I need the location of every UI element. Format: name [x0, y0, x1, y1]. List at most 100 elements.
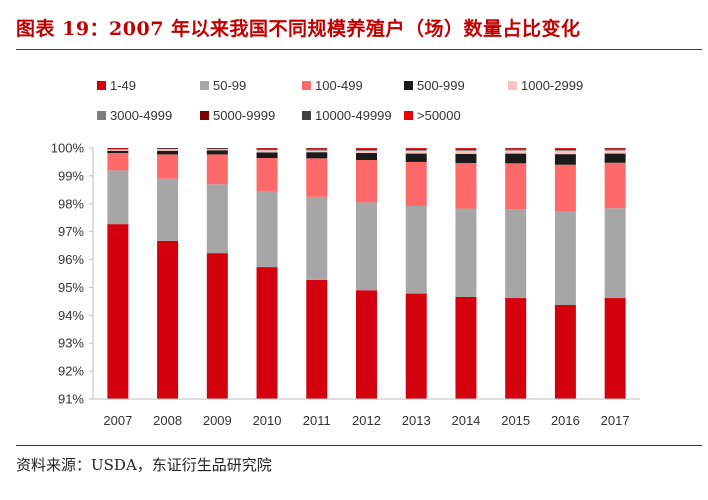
bar-segment	[405, 161, 427, 206]
bar-segment	[455, 163, 477, 209]
bar-segment	[604, 162, 626, 209]
bar-segment	[356, 202, 377, 291]
bar-segment	[256, 158, 278, 191]
bar-segment	[306, 148, 328, 150]
bar-segment	[554, 150, 576, 155]
legend-label: 100-499	[315, 78, 363, 93]
bar-segment	[505, 298, 527, 399]
y-tick-label: 99%	[58, 168, 84, 183]
bar-segment	[505, 149, 527, 150]
bar-stack-2015	[505, 148, 527, 399]
bar-segment	[256, 149, 278, 151]
bar-stack-2007	[107, 148, 129, 399]
y-tick-label: 96%	[58, 252, 84, 267]
bar-segment	[157, 178, 179, 241]
legend-label: 1000-2999	[521, 78, 583, 93]
bar-segment	[107, 148, 129, 149]
bar-segment	[107, 224, 129, 399]
bar-segment	[256, 152, 278, 159]
bar-segment	[405, 148, 427, 150]
bar-segment	[604, 153, 626, 163]
y-tick-label: 95%	[58, 280, 84, 295]
bar-segment	[157, 154, 179, 179]
bar-stack-2009	[206, 148, 228, 399]
bar-segment	[505, 148, 527, 149]
bar-segment	[206, 150, 228, 155]
bar-segment	[405, 149, 427, 150]
bar-segment	[356, 149, 377, 150]
bar-segment	[455, 149, 477, 151]
legend-label: 1-49	[110, 78, 136, 93]
legend-swatch	[200, 81, 209, 90]
bar-segment	[356, 148, 377, 149]
source-divider	[16, 445, 702, 446]
bar-segment	[554, 148, 576, 150]
x-tick-label: 2009	[203, 413, 232, 428]
bar-segment	[356, 149, 377, 151]
bar-segment	[405, 149, 427, 151]
bar-segment	[604, 298, 626, 399]
bar-segment	[306, 196, 328, 280]
bar-segment	[157, 148, 179, 149]
source-note: 资料来源：USDA，东证衍生品研究院	[16, 456, 272, 474]
bar-segment	[505, 150, 527, 154]
bar-segment	[604, 150, 626, 154]
legend-swatch	[404, 111, 413, 120]
bar-stack-2011	[306, 148, 328, 399]
bar-segment	[157, 149, 179, 151]
bar-stack-2012	[356, 148, 377, 399]
bar-segment	[554, 164, 576, 212]
x-tick-label: 2014	[451, 413, 480, 428]
legend-label: 500-999	[417, 78, 465, 93]
bar-segment	[306, 149, 328, 151]
bar-segment	[604, 148, 626, 149]
bar-stacks	[107, 148, 626, 399]
x-tick-label: 2013	[402, 413, 431, 428]
bar-segment	[405, 148, 427, 149]
bar-stack-2013	[405, 148, 427, 399]
bar-segment	[306, 149, 328, 150]
chart-legend: 1-49 50-99 100-499 500-999 1000-2999 3000-499…	[97, 78, 583, 123]
bar-segment	[554, 154, 576, 165]
bar-segment	[455, 296, 477, 399]
y-tick-label: 92%	[58, 364, 84, 379]
bar-segment	[554, 211, 576, 306]
bar-stack-2008	[157, 148, 179, 399]
bar-segment	[505, 163, 527, 210]
bar-segment	[306, 148, 328, 149]
legend-label: 5000-9999	[213, 108, 275, 123]
bar-segment	[157, 240, 179, 399]
bar-segment	[405, 293, 427, 399]
bar-segment	[256, 148, 278, 150]
y-tick-label: 91%	[58, 392, 84, 407]
bar-segment	[206, 253, 228, 399]
x-tick-label: 2010	[253, 413, 282, 428]
bar-segment	[206, 184, 228, 254]
bar-segment	[554, 149, 576, 151]
x-tick-label: 2012	[352, 413, 381, 428]
bar-segment	[455, 153, 477, 164]
bar-segment	[107, 153, 129, 171]
bar-segment	[206, 149, 228, 151]
x-tick-label: 2017	[601, 413, 630, 428]
y-tick-label: 100%	[51, 141, 85, 156]
bar-stack-2010	[256, 148, 278, 399]
legend-label: 10000-49999	[315, 108, 392, 123]
bar-segment	[405, 206, 427, 294]
bar-segment	[455, 150, 477, 154]
y-tick-label: 94%	[58, 308, 84, 323]
bar-segment	[306, 152, 328, 159]
bar-segment	[256, 267, 278, 399]
y-tick-label: 98%	[58, 196, 84, 211]
legend-swatch	[404, 81, 413, 90]
bar-segment	[604, 208, 626, 299]
chart-title: 图表 19：2007 年以来我国不同规模养殖户（场）数量占比变化	[16, 18, 581, 40]
legend-label: 3000-4999	[110, 108, 172, 123]
bar-segment	[107, 149, 129, 151]
bar-stack-2016	[554, 148, 576, 399]
bar-segment	[157, 150, 179, 155]
bar-segment	[604, 148, 626, 150]
legend-swatch	[97, 81, 106, 90]
bar-segment	[107, 150, 129, 154]
bar-segment	[256, 150, 278, 153]
